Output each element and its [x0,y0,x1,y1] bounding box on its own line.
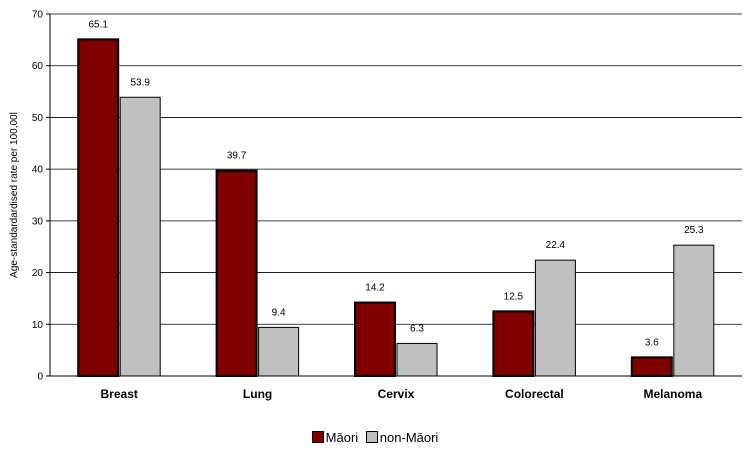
bars [77,38,715,378]
x-category-label: Breast [101,387,138,401]
bar-maori [492,310,535,378]
bar-value-label: 22.4 [546,240,566,251]
bar-non-maori [396,342,438,377]
y-tick-label: 40 [32,165,44,176]
legend-swatch-non-maori [365,431,378,443]
bar-non-maori [119,96,161,377]
bar-chart: 0 10 20 30 40 50 60 70 65.1 53.9 39.7 9.4 14.2 6.3 12… [9,10,742,401]
x-axis-categories: Breast Lung Cervix Colorectal Melanoma [101,387,703,401]
bar-maori [77,38,120,378]
bar-value-label: 12.5 [504,291,524,302]
y-tick-label: 60 [32,61,44,72]
legend: Māori non-Māori [0,430,750,445]
legend-item-maori: Māori [311,430,359,445]
x-category-label: Cervix [378,387,415,401]
bar-value-label: 65.1 [88,19,108,30]
bar-maori [630,356,673,377]
x-category-label: Melanoma [643,387,702,401]
bar-value-label: 14.2 [365,283,385,294]
y-axis-ticks: 0 10 20 30 40 50 60 70 [32,10,50,383]
bar-non-maori [534,259,576,377]
y-tick-label: 10 [32,320,44,331]
y-axis-label: Age-standardardised rate per 100,00l [9,112,20,278]
bar-value-label: 3.6 [645,337,659,348]
x-category-label: Lung [243,387,272,401]
x-category-label: Colorectal [505,387,564,401]
bar-value-label: 9.4 [272,307,286,318]
legend-swatch-maori [311,431,324,443]
bar-value-label: 6.3 [410,323,424,334]
bar-non-maori [258,326,300,377]
y-tick-label: 50 [32,113,44,124]
y-tick-label: 30 [32,216,44,227]
legend-label-non-maori: non-Māori [379,430,439,445]
y-tick-label: 0 [37,372,43,383]
y-tick-label: 70 [32,10,44,21]
data-labels: 65.1 53.9 39.7 9.4 14.2 6.3 12.5 22.4 3.6 25.3 [88,19,704,348]
bar-value-label: 25.3 [684,225,704,236]
legend-label-maori: Māori [325,430,359,445]
y-tick-label: 20 [32,268,44,279]
bar-maori [354,301,396,377]
bar-non-maori [673,244,715,377]
bar-maori [215,169,258,377]
gridlines [50,13,742,325]
legend-item-non-maori: non-Māori [365,430,439,445]
bar-value-label: 53.9 [130,77,150,88]
bar-value-label: 39.7 [227,151,247,162]
